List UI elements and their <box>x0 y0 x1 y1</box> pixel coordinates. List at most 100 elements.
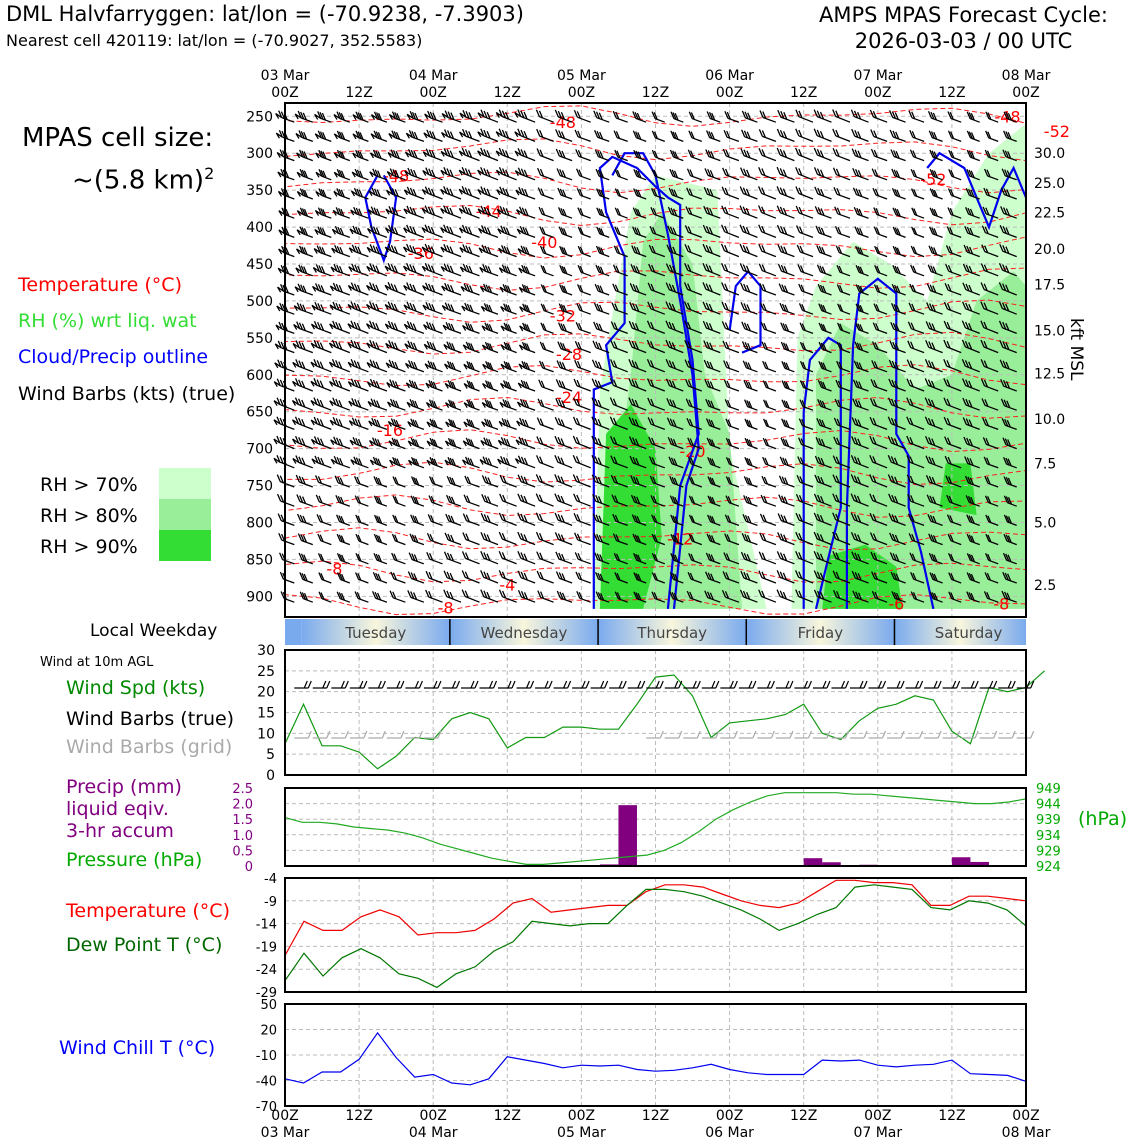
wind-barb <box>369 437 388 450</box>
wind-barb <box>777 263 795 277</box>
wind-barb <box>573 513 591 527</box>
wind-barb <box>514 128 536 143</box>
wind-barb <box>409 533 425 546</box>
wind-barb <box>944 436 962 450</box>
wind-barb <box>740 302 758 315</box>
wind-barb <box>295 474 314 488</box>
wind-barb <box>869 416 888 431</box>
top-hour-label: 00Z <box>568 85 595 101</box>
wind-barb <box>328 358 351 373</box>
bottom-hour-label: 12Z <box>938 1108 965 1124</box>
wind-barb <box>813 550 832 565</box>
wind-barb <box>458 186 480 200</box>
wind-barb <box>814 186 832 200</box>
wind-barb <box>574 532 591 546</box>
wind-barb <box>387 149 406 162</box>
wind-barb <box>980 301 999 315</box>
wind-barb <box>906 416 925 431</box>
wind-barb <box>911 188 925 200</box>
wind-barb <box>614 188 628 200</box>
wind-barb <box>998 320 1017 335</box>
wind-barb <box>404 340 425 354</box>
wind-barb <box>516 206 536 219</box>
wind-barb <box>514 455 536 469</box>
wind-barb <box>706 111 721 123</box>
wind-barb <box>797 264 814 277</box>
wind-barb <box>500 361 517 373</box>
wind-barb <box>421 263 443 277</box>
wind-barb <box>392 495 406 507</box>
grid-wind-barb <box>794 730 812 739</box>
grid-wind-barb <box>998 730 1016 739</box>
wind-barb <box>373 476 388 488</box>
wind-barb <box>294 110 314 123</box>
wind-barb <box>558 303 573 315</box>
wind-barb <box>816 245 832 258</box>
wind-barb <box>948 169 962 181</box>
wind-barb <box>463 380 480 392</box>
wind-barb <box>670 553 684 565</box>
wind-barb <box>961 320 980 335</box>
wind-barb <box>722 571 740 584</box>
wind10m-tick-label: 15 <box>257 706 275 722</box>
wind-barb <box>500 341 517 354</box>
wind-barb <box>980 339 999 354</box>
wind-barb <box>1000 379 1017 392</box>
wind-barb <box>758 243 777 258</box>
wind-barb <box>777 109 795 123</box>
wind-barb <box>480 437 499 450</box>
wind-barb <box>688 533 703 546</box>
wind-barb <box>911 226 925 239</box>
wind-barb <box>888 359 906 373</box>
wind-barb <box>777 532 795 546</box>
wind-barb <box>427 514 443 527</box>
wind-barb <box>313 245 332 258</box>
wind-barb <box>665 359 684 373</box>
true-wind-barb <box>535 680 553 689</box>
wind-barb <box>310 358 332 373</box>
wind-barb <box>499 283 517 296</box>
wind-barb <box>925 321 943 335</box>
wind-barb <box>871 590 888 603</box>
wind-barb <box>429 476 443 488</box>
pressure-tick-label: 750 <box>246 479 273 495</box>
bottom-hour-label: 12Z <box>494 1108 521 1124</box>
wind-barb <box>705 571 721 584</box>
wind-barb <box>445 399 462 411</box>
wind-barb <box>872 322 888 335</box>
wind-barb <box>651 533 666 546</box>
wind-barb <box>758 148 777 162</box>
wind-barb <box>721 282 740 296</box>
wind-barb <box>669 591 684 603</box>
wind-barb <box>818 322 832 335</box>
wind-barb <box>334 475 351 488</box>
wind-barb <box>559 284 573 296</box>
wind-barb <box>835 379 851 392</box>
grid-wind-barb <box>831 730 850 739</box>
wind-barb <box>612 264 628 277</box>
wind-barb <box>463 399 480 411</box>
grid-wind-barb <box>664 730 683 739</box>
wind-barb <box>910 264 925 277</box>
wind-barb <box>518 341 536 354</box>
pressure-tick-label: 250 <box>246 109 273 125</box>
wind-barb <box>724 514 740 527</box>
wind-barb <box>517 589 536 603</box>
wind-barb <box>980 263 999 277</box>
wind-barb <box>650 495 666 507</box>
wind-barb <box>423 129 443 143</box>
wind-barb <box>702 262 721 277</box>
wind-barb <box>403 301 425 315</box>
grid-wind-barb <box>386 730 405 739</box>
wind-barb <box>517 531 536 546</box>
wind-barb <box>574 340 591 354</box>
precip-bar <box>951 857 971 866</box>
wind-barb <box>813 570 832 584</box>
wind-barb <box>907 494 925 507</box>
wind-barb <box>855 245 869 258</box>
wind-barb <box>925 340 943 354</box>
wind-barb <box>1000 187 1017 200</box>
wind-barb <box>704 590 721 603</box>
wind-barb <box>370 111 388 123</box>
wind-barb <box>480 550 499 565</box>
